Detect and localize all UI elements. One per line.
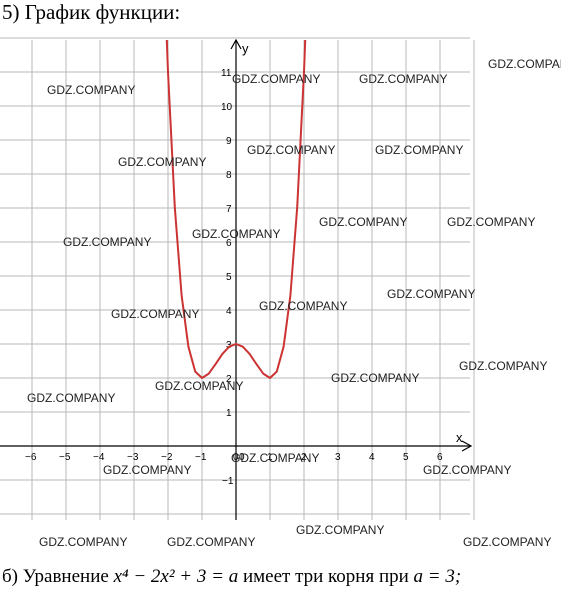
y-tick-label: 5 <box>226 272 232 283</box>
y-tick-label: 11 <box>221 68 232 79</box>
x-tick-label: 5 <box>403 452 409 463</box>
y-tick-label: 3 <box>226 340 232 351</box>
watermark-text: GDZ.COMPANY <box>118 155 206 169</box>
tick-labels: −6 −5 −4 −3 −2 −1 0 1 2 3 4 5 6 −1 1 2 3 4 5 6 7 8 9 10 11 <box>25 68 443 487</box>
watermark-text: GDZ.COMPANY <box>447 215 535 229</box>
y-tick-label: 10 <box>221 102 233 113</box>
x-tick-label: −4 <box>93 452 105 463</box>
watermark-text: GDZ.COMPANY <box>167 535 255 549</box>
answer-equation: x⁴ − 2x² + 3 = a <box>113 566 239 587</box>
axes: x y 0 <box>0 38 473 520</box>
x-tick-label: 3 <box>335 452 341 463</box>
watermark-text: GDZ.COMPANY <box>39 535 127 549</box>
y-tick-label: 6 <box>226 238 232 249</box>
watermark-text: GDZ.COMPANY <box>331 371 419 385</box>
watermark-text: GDZ.COMPANY <box>231 451 319 465</box>
x-tick-label: −2 <box>161 452 173 463</box>
x-axis-label: x <box>456 430 463 445</box>
y-axis-arrow <box>230 38 242 50</box>
answer-prefix: б) Уравнение <box>2 566 114 587</box>
answer-middle: имеет три корня при <box>238 566 414 587</box>
watermark-text: GDZ.COMPANY <box>47 83 135 97</box>
x-tick-label: 4 <box>369 452 375 463</box>
x-tick-label: −3 <box>127 452 139 463</box>
answer-text: б) Уравнение x⁴ − 2x² + 3 = a имеет три … <box>2 566 461 588</box>
y-tick-label: 1 <box>226 408 232 419</box>
watermark-text: GDZ.COMPANY <box>111 307 199 321</box>
watermarks: GDZ.COMPANY GDZ.COMPANY GDZ.COMPANY GDZ.COM… <box>27 57 561 549</box>
watermark-text: GDZ.COMPANY <box>359 72 447 86</box>
watermark-text: GDZ.COMPANY <box>247 143 335 157</box>
watermark-text: GDZ.COMPANY <box>259 299 347 313</box>
x-tick-label: 6 <box>437 452 443 463</box>
grid-lines <box>0 37 475 520</box>
x-tick-label: 1 <box>267 452 273 463</box>
watermark-text: GDZ.COMPANY <box>296 523 384 537</box>
watermark-text: GDZ.COMPANY <box>423 463 511 477</box>
x-tick-label: −1 <box>195 452 207 463</box>
watermark-text: GDZ.COMPANY <box>27 391 115 405</box>
y-tick-label: 9 <box>226 136 232 147</box>
watermark-text: GDZ.COMPANY <box>459 359 547 373</box>
answer-condition: a = 3; <box>413 566 462 587</box>
x-axis-arrow <box>461 440 473 452</box>
x-tick-label: −5 <box>59 452 71 463</box>
page-heading: 5) График функции: <box>2 0 181 24</box>
function-curve <box>165 40 307 379</box>
watermark-text: GDZ.COMPANY <box>192 227 280 241</box>
y-tick-label: 7 <box>226 204 232 215</box>
watermark-text: GDZ.COMPANY <box>319 215 407 229</box>
watermark-text: GDZ.COMPANY <box>387 287 475 301</box>
watermark-text: GDZ.COMPANY <box>232 72 320 86</box>
watermark-text: GDZ.COMPANY <box>63 235 151 249</box>
y-axis-label: y <box>242 41 249 56</box>
watermark-text: GDZ.COMPANY <box>463 535 551 549</box>
y-tick-label: −1 <box>222 476 234 487</box>
x-tick-label: 2 <box>301 452 307 463</box>
y-tick-label: 2 <box>226 374 232 385</box>
x-tick-label: −6 <box>25 452 37 463</box>
series-line <box>165 40 307 379</box>
watermark-text: GDZ.COMPANY <box>375 143 463 157</box>
y-tick-label: 4 <box>226 306 232 317</box>
y-tick-label: 8 <box>226 170 232 181</box>
watermark-text: GDZ.COMPANY <box>488 57 561 71</box>
origin-label: 0 <box>239 452 245 463</box>
watermark-text: GDZ.COMPANY <box>155 379 243 393</box>
x-tick-label: 0 <box>233 452 239 463</box>
watermark-text: GDZ.COMPANY <box>103 463 191 477</box>
